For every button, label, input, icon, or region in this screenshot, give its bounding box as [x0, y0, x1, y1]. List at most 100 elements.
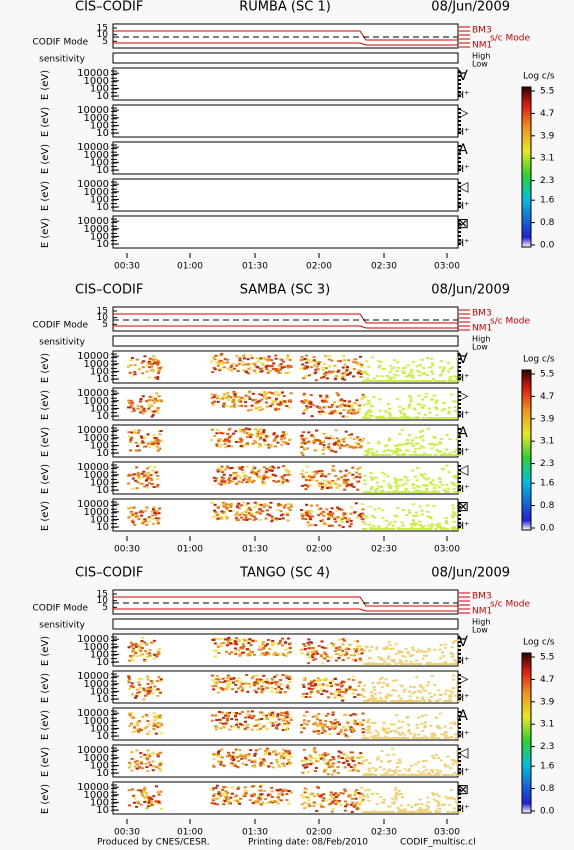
spectrogram-texture: [219, 687, 223, 690]
spectrogram-texture: [341, 649, 345, 652]
spectrogram-texture: [386, 448, 390, 451]
spectrogram-texture: [395, 762, 399, 765]
spectrogram-texture: [265, 368, 269, 371]
spectrogram-texture: [149, 477, 153, 480]
spectrogram-texture: [155, 715, 159, 718]
spectrogram-texture: [133, 364, 137, 367]
spectrogram-texture: [403, 688, 407, 691]
spectrogram-texture: [137, 677, 141, 680]
spectrogram-texture: [382, 491, 386, 493]
direction: ▷: [458, 388, 469, 404]
spectrogram-texture: [362, 696, 366, 699]
spectrogram-texture: [426, 684, 430, 687]
spectrogram-texture: [140, 472, 144, 475]
spectrogram-texture: [319, 757, 323, 760]
spectrogram-texture: [305, 367, 309, 370]
spectrogram-texture: [363, 522, 367, 525]
spectrogram-texture: [159, 807, 163, 810]
spectrogram-texture: [150, 510, 154, 513]
spectrogram-texture: [251, 639, 255, 642]
spectrogram-texture: [388, 413, 392, 416]
spectrogram-texture: [221, 642, 225, 645]
spectrogram-texture: [314, 714, 318, 717]
spectrogram-texture: [340, 690, 344, 693]
spectrogram-texture: [237, 404, 241, 407]
spectrogram-texture: [138, 511, 142, 514]
spectrogram-texture: [238, 513, 242, 516]
spectrogram-texture: [326, 773, 330, 776]
spectrogram-texture: [147, 730, 151, 733]
spectrogram-texture: [390, 659, 394, 662]
spectrogram-texture: [236, 801, 240, 804]
spectrogram-texture: [385, 684, 389, 687]
spectrogram-texture: [334, 690, 338, 693]
spectrogram-texture: [355, 471, 359, 474]
spectrogram-texture: [236, 506, 240, 509]
spectrogram-texture: [240, 724, 244, 727]
spectrogram-texture: [302, 722, 306, 725]
spectrogram-texture: [313, 474, 317, 477]
mode-tick-label: 15: [97, 307, 108, 317]
spectrogram-texture: [386, 693, 390, 696]
spectrogram-texture: [271, 679, 275, 682]
spectrogram-texture: [277, 371, 281, 374]
energy-tick-label: 1000: [84, 187, 109, 198]
spectrogram-texture: [317, 729, 321, 732]
spectrogram-texture: [415, 663, 419, 665]
spectrogram-texture: [215, 505, 219, 508]
spectrogram-texture: [393, 770, 397, 773]
spectrogram-texture: [152, 725, 156, 728]
spectrogram-texture: [341, 699, 345, 702]
spectrogram-texture: [350, 433, 354, 436]
spectrogram-texture: [158, 690, 162, 693]
spectrogram-texture: [329, 791, 333, 794]
spectrogram-texture: [132, 407, 136, 410]
spectrogram-texture: [354, 647, 358, 650]
spectrogram-texture: [349, 519, 353, 522]
spectrogram-texture: [336, 771, 340, 774]
spectrogram-texture: [435, 769, 439, 772]
spectrogram-texture: [157, 517, 161, 520]
spectrogram-texture: [303, 807, 307, 810]
spectrogram-texture: [452, 687, 456, 690]
spectrogram-texture: [353, 764, 357, 767]
spectrogram-texture: [324, 355, 328, 358]
spectrogram-texture: [157, 440, 161, 443]
spectrogram-texture: [252, 515, 256, 518]
spectrogram-texture: [355, 788, 359, 791]
spectrogram-texture: [143, 658, 147, 661]
spectrogram-texture: [258, 798, 262, 801]
spectrogram-texture: [397, 759, 401, 762]
spectrogram-texture: [349, 408, 353, 411]
spectrogram-texture: [354, 361, 358, 364]
spectrogram-texture: [301, 454, 305, 456]
spectrogram-texture: [244, 394, 248, 397]
spectrogram-texture: [310, 650, 314, 653]
spectrogram-texture: [220, 465, 224, 468]
spectrogram-texture: [327, 518, 331, 521]
spectrogram-texture: [423, 528, 427, 530]
spectrogram-texture: [443, 725, 447, 728]
spectrogram-texture: [369, 691, 373, 694]
spectrogram-texture: [217, 760, 221, 763]
spectrogram-texture: [366, 491, 370, 493]
spectrogram-texture: [231, 688, 235, 691]
spectrogram-texture: [260, 711, 264, 714]
spectrogram-texture: [216, 470, 220, 473]
spectrogram-texture: [300, 400, 304, 403]
spectrogram-texture: [418, 374, 422, 377]
spectrogram-texture: [315, 479, 319, 482]
colorbar-label: Log c/s: [523, 638, 555, 648]
spectrogram-texture: [312, 440, 316, 443]
spectrogram-texture: [301, 517, 305, 520]
spectrogram-texture: [265, 509, 269, 512]
spectrogram-texture: [271, 713, 275, 716]
spectrogram-texture: [359, 693, 363, 696]
spectrogram-texture: [129, 645, 133, 648]
spectrogram-texture: [263, 789, 267, 792]
spectrogram-texture: [435, 774, 439, 776]
spectrogram-texture: [418, 436, 422, 439]
spectrogram-texture: [256, 365, 260, 368]
energy-tick-label: 1000: [84, 470, 109, 481]
spectrogram-texture: [230, 786, 234, 789]
